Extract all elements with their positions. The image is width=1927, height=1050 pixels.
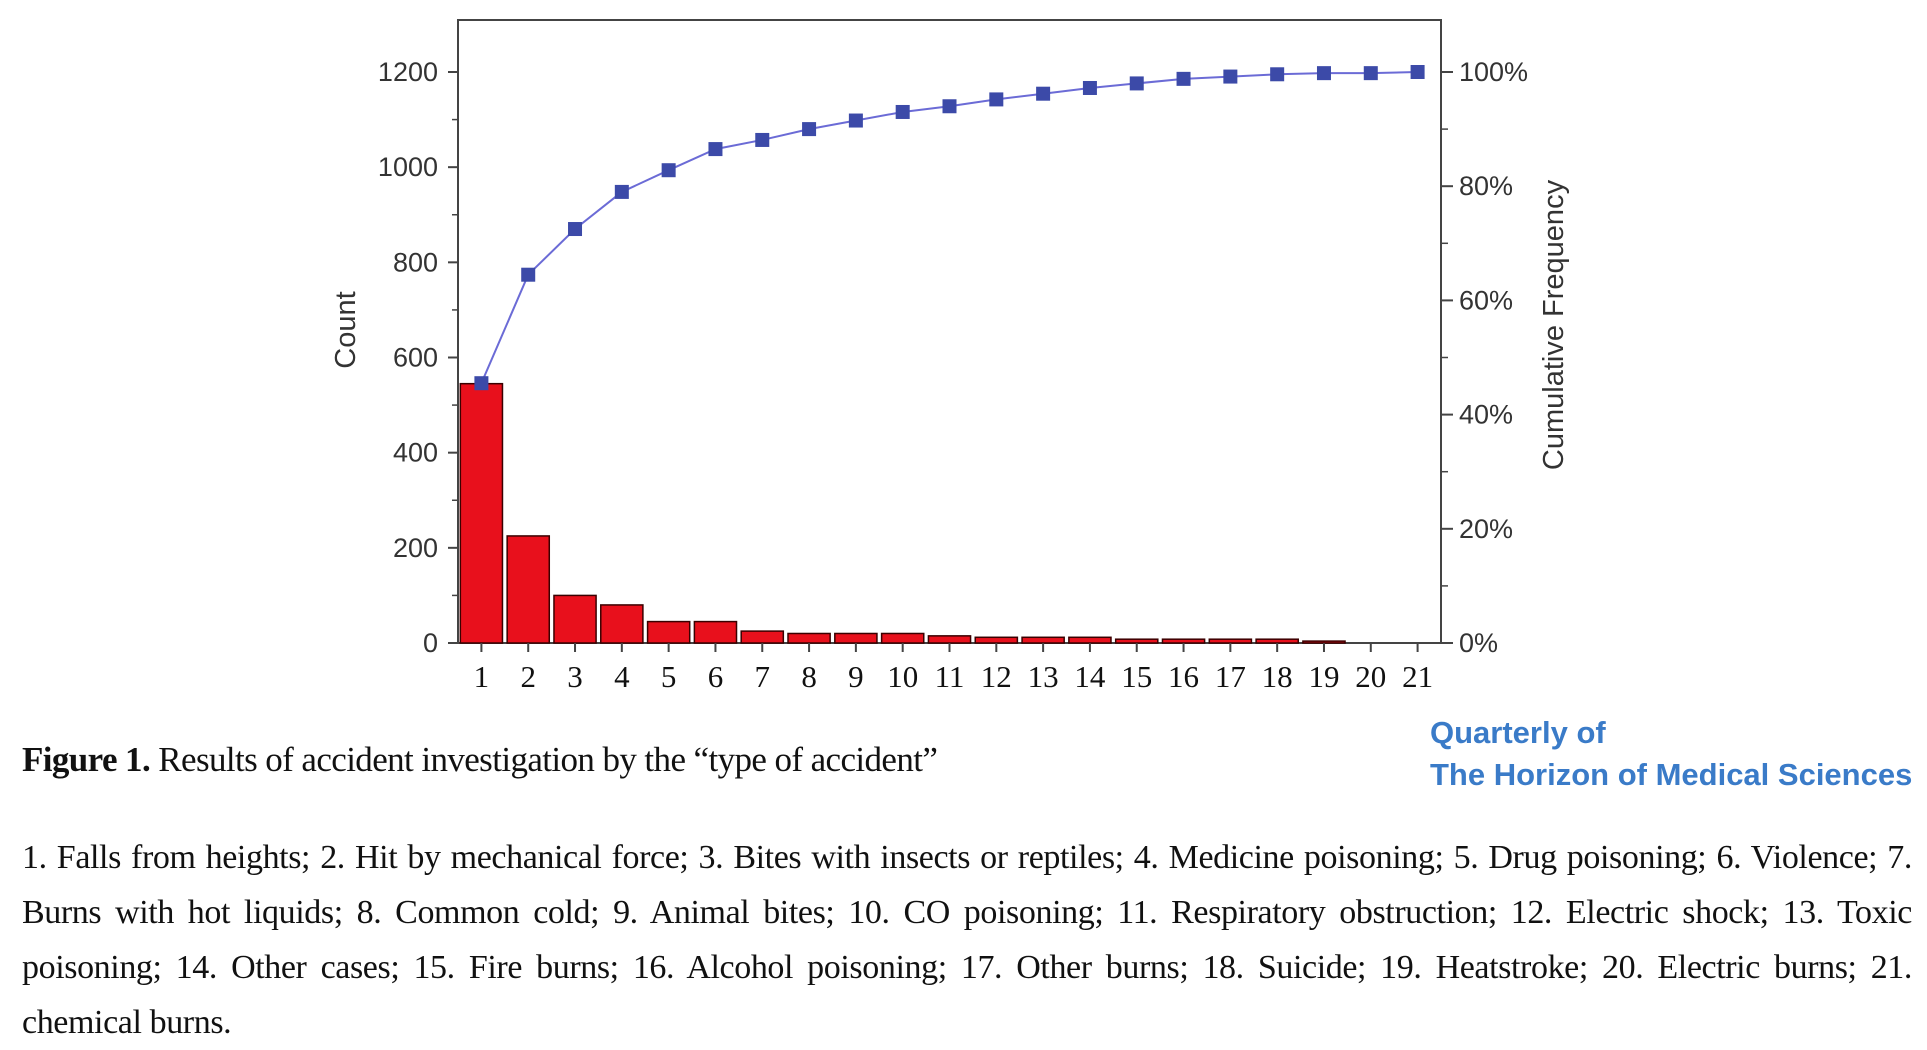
- bar: [1021, 636, 1065, 644]
- left-axis-title: Count: [330, 291, 362, 368]
- cumulative-point: [1316, 66, 1331, 81]
- x-axis: 1 2 3 4 5 6 7 8 9 10 11 12 13 14 15 16 17 18 19 20 21: [474, 643, 1433, 694]
- plot-frame: [457, 19, 1442, 644]
- left-y-tick-label: 1000: [378, 152, 438, 182]
- x-tick-label: 17: [1215, 659, 1246, 694]
- bar: [600, 604, 644, 644]
- bar: [974, 636, 1019, 644]
- right-y-tick-label: 100%: [1459, 57, 1528, 87]
- x-tick-label: 16: [1168, 659, 1199, 694]
- cumulative-point: [1036, 86, 1051, 101]
- cumulative-point: [848, 113, 863, 128]
- bar: [646, 620, 691, 644]
- cumulative-point: [802, 122, 817, 137]
- figure-label: Figure 1.: [22, 740, 151, 779]
- x-tick-label: 1: [474, 659, 490, 694]
- right-y-axis: 0% 20% 40% 60% 80% 100%: [1441, 57, 1528, 658]
- right-y-tick-label: 40%: [1459, 400, 1513, 430]
- bar: [553, 594, 597, 644]
- right-y-tick-label: 60%: [1459, 285, 1513, 315]
- x-tick-label: 14: [1074, 659, 1106, 694]
- cumulative-point: [1410, 65, 1425, 79]
- cumulative-line-series: [474, 65, 1425, 391]
- bar: [787, 632, 831, 644]
- cumulative-point: [1363, 66, 1378, 81]
- cumulative-point: [661, 163, 676, 178]
- cumulative-point: [1176, 71, 1191, 86]
- figure-caption-text: Results of accident investigation by the…: [150, 740, 938, 779]
- bar: [834, 632, 878, 644]
- left-y-tick-label: 400: [393, 438, 438, 468]
- left-y-tick-label: 0: [423, 628, 438, 658]
- bar: [927, 635, 972, 644]
- x-tick-label: 19: [1308, 659, 1339, 694]
- left-y-tick-label: 200: [393, 533, 438, 563]
- x-tick-label: 6: [708, 659, 724, 694]
- bar: [1255, 638, 1299, 644]
- cumulative-point: [1129, 76, 1144, 91]
- bar: [740, 630, 785, 644]
- cumulative-point: [568, 222, 583, 237]
- bar: [1208, 638, 1253, 644]
- cumulative-point: [1223, 69, 1238, 84]
- cumulative-line: [480, 71, 1418, 384]
- left-y-tick-label: 1200: [378, 57, 438, 87]
- category-legend-text: 1. Falls from heights; 2. Hit by mechani…: [22, 839, 1912, 1041]
- x-tick-label: 13: [1028, 659, 1059, 694]
- journal-logo: Quarterly of The Horizon of Medical Scie…: [1430, 712, 1912, 796]
- x-tick-label: 21: [1402, 659, 1433, 694]
- cumulative-point: [895, 104, 910, 119]
- right-axis-title: Cumulative Frequency: [1538, 179, 1570, 470]
- bar: [1114, 638, 1159, 644]
- x-tick-label: 8: [801, 659, 817, 694]
- bar: [459, 382, 504, 644]
- bar: [506, 535, 551, 644]
- x-tick-label: 10: [887, 659, 918, 694]
- left-y-axis: 0 200 400 600 800 1000 1200: [378, 57, 458, 658]
- figure-caption: Figure 1. Results of accident investigat…: [22, 740, 938, 780]
- cumulative-point: [942, 99, 957, 114]
- journal-name-line1: Quarterly of: [1430, 715, 1606, 750]
- cumulative-point: [474, 376, 489, 391]
- bar: [693, 620, 738, 644]
- cumulative-point: [755, 132, 770, 147]
- x-tick-label: 15: [1121, 659, 1152, 694]
- right-y-tick-label: 80%: [1459, 171, 1513, 201]
- left-y-tick-label: 800: [393, 247, 438, 277]
- x-tick-label: 5: [661, 659, 677, 694]
- x-tick-label: 3: [567, 659, 583, 694]
- bar: [1302, 640, 1346, 644]
- cumulative-point: [708, 142, 723, 157]
- right-y-tick-label: 0%: [1459, 628, 1498, 658]
- x-tick-label: 20: [1355, 659, 1386, 694]
- x-tick-label: 9: [848, 659, 864, 694]
- journal-name-line2: The Horizon of Medical Sciences: [1430, 757, 1913, 792]
- x-tick-label: 11: [935, 659, 965, 694]
- x-tick-label: 4: [614, 659, 630, 694]
- x-tick-label: 7: [755, 659, 771, 694]
- bar: [1161, 638, 1206, 644]
- x-tick-label: 2: [520, 659, 536, 694]
- bar: [880, 632, 925, 644]
- left-y-tick-label: 600: [393, 343, 438, 373]
- x-tick-label: 12: [981, 659, 1012, 694]
- bar: [1068, 636, 1112, 644]
- cumulative-point: [614, 184, 629, 199]
- plot-border: [457, 19, 1442, 644]
- x-tick-label: 18: [1262, 659, 1293, 694]
- cumulative-point: [989, 92, 1004, 107]
- cumulative-point: [1270, 67, 1285, 82]
- cumulative-point: [1082, 80, 1097, 95]
- cumulative-point: [521, 267, 536, 282]
- right-y-tick-label: 20%: [1459, 514, 1513, 544]
- bar-series: [459, 382, 1346, 644]
